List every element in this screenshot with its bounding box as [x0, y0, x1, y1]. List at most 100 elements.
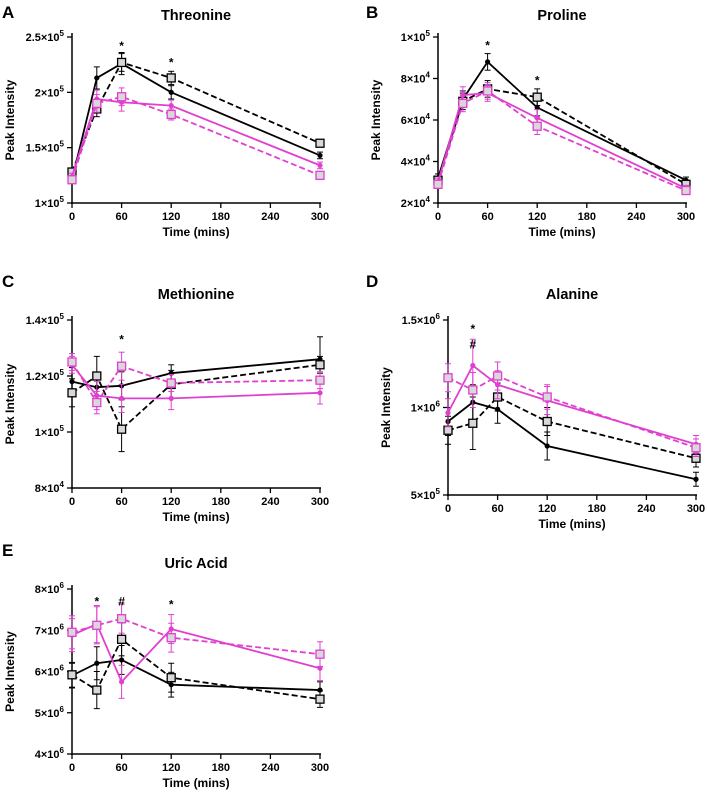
chart-a-panel-letter: A [2, 3, 14, 22]
chart-c-y-tick-mantissa: 1×10 [35, 427, 60, 439]
chart-d-y-tick-label: 1×106 [411, 400, 441, 415]
chart-c-y-axis-label: Peak Intensity [3, 363, 17, 444]
chart-e-data-point [166, 633, 176, 643]
chart-e-data-point [94, 660, 100, 666]
chart-e-y-tick-label: 4×106 [35, 746, 65, 761]
chart-e-data-point [119, 679, 125, 685]
chart-d-series-line [447, 401, 697, 481]
chart-c-y-tick-exponent: 4 [60, 480, 65, 489]
chart-c-panel-letter: C [2, 272, 14, 291]
chart-c-y-tick-label: 1.2×105 [26, 368, 65, 383]
chart-a-y-tick-label: 2×105 [35, 84, 65, 99]
chart-a-y-tick-exponent: 5 [60, 140, 65, 149]
chart-e-data-point [315, 694, 325, 704]
chart-a-significance-mark: * [119, 39, 124, 53]
chart-d-x-tick-label: 0 [445, 503, 451, 515]
chart-c-y-tick-mantissa: 8×10 [35, 483, 60, 495]
chart-e-significance-mark: * [94, 594, 99, 608]
chart-b-data-point [482, 86, 493, 96]
chart-a-y-tick-mantissa: 2×10 [35, 87, 60, 99]
chart-d-x-tick-label: 60 [491, 503, 503, 515]
chart-e-y-tick-exponent: 6 [60, 664, 65, 673]
chart-b-significance-mark: * [535, 74, 540, 88]
chart-d-data-point [443, 425, 453, 435]
chart-c-x-tick-label: 60 [115, 496, 127, 508]
chart-a-data-point [168, 89, 174, 95]
chart-e-title: Uric Acid [164, 556, 227, 572]
chart-c-x-tick-label: 0 [69, 496, 75, 508]
chart-e-series-black-solid-circle [69, 645, 323, 699]
chart-e-x-tick-label: 240 [261, 762, 279, 774]
chart-d-y-tick-label: 1.5×106 [402, 312, 441, 327]
chart-e-data-point [116, 614, 127, 624]
chart-c-y-tick-exponent: 5 [60, 312, 65, 321]
chart-e-panel-letter: E [2, 541, 13, 560]
chart-e-y-tick-label: 6×106 [35, 664, 65, 679]
chart-e-data-point [92, 620, 102, 630]
chart-d-data-point [443, 373, 453, 383]
chart-b-data-point [681, 185, 691, 196]
chart-e-series-line [71, 637, 321, 701]
chart-d-data-point [492, 371, 503, 381]
chart-e-y-tick-mantissa: 8×10 [35, 584, 60, 596]
chart-a-y-tick-label: 1.5×105 [26, 140, 65, 155]
chart-d-x-tick-label: 300 [687, 503, 705, 515]
chart-a-y-axis-label: Peak Intensity [3, 79, 17, 160]
chart-e-x-tick-label: 300 [311, 762, 329, 774]
chart-c-x-tick-label: 180 [212, 496, 230, 508]
chart-d-y-tick-mantissa: 1×10 [411, 403, 436, 415]
chart-c-x-tick-label: 300 [311, 496, 329, 508]
chart-b-x-tick-label: 60 [481, 211, 493, 223]
chart-b-x-tick-label: 120 [528, 211, 546, 223]
chart-a-data-point [166, 109, 176, 120]
chart-c-x-axis-label: Time (mins) [162, 510, 229, 524]
chart-d-data-point [542, 416, 552, 427]
chart-d-x-tick-label: 180 [588, 503, 606, 515]
chart-d-series-line [447, 374, 697, 449]
chart-a-data-point [116, 92, 127, 102]
chart-d-x-tick-label: 120 [538, 503, 556, 515]
chart-b-data-point [532, 121, 542, 131]
chart-d-y-tick-label: 5×105 [411, 487, 441, 502]
chart-a-series-line [71, 97, 321, 177]
chart-d-data-point [693, 476, 699, 482]
chart-b-title: Proline [537, 8, 586, 24]
chart-a-x-tick-label: 180 [212, 211, 230, 223]
chart-d-data-point [445, 410, 451, 416]
chart-a-x-tick-label: 60 [115, 211, 127, 223]
chart-a-y-tick-label: 1×105 [35, 195, 65, 210]
chart-c-x-tick-label: 120 [162, 496, 180, 508]
chart-c-data-point [168, 395, 174, 401]
chart-b-data-point [534, 104, 540, 111]
chart-b-x-tick-label: 300 [677, 211, 695, 223]
chart-b-y-tick-label: 6×104 [401, 112, 431, 127]
chart-d-data-point [468, 385, 478, 395]
chart-a-y-tick-mantissa: 1.5×10 [26, 143, 60, 155]
chart-e-series-magenta-dashed-square [67, 603, 325, 668]
chart-c-data-point [166, 378, 176, 388]
chart-e-y-tick-exponent: 6 [60, 581, 65, 590]
chart-e-significance-mark: # [118, 594, 125, 608]
chart-a-y-tick-exponent: 5 [60, 195, 65, 204]
chart-e-x-tick-label: 0 [69, 762, 75, 774]
chart-a-y-tick-mantissa: 2.5×10 [26, 32, 60, 44]
chart-c-data-point [116, 424, 127, 434]
chart-c-data-point [92, 371, 102, 381]
chart-d-y-tick-mantissa: 1.5×10 [402, 315, 436, 327]
chart-b-y-tick-label: 4×104 [401, 154, 431, 169]
chart-a-series-line [71, 95, 321, 181]
chart-a-series-magenta-dashed-square [67, 87, 325, 185]
chart-b-series-magenta-dashed-square [433, 82, 691, 196]
chart-c-x-tick-label: 240 [261, 496, 279, 508]
chart-b-series-line [437, 89, 687, 192]
chart-e-series-line [71, 622, 321, 684]
chart-a-x-axis-label: Time (mins) [162, 225, 229, 239]
chart-d-significance-mark: # [469, 338, 476, 352]
chart-e-data-point [116, 634, 127, 644]
chart-a-title: Threonine [161, 8, 231, 24]
